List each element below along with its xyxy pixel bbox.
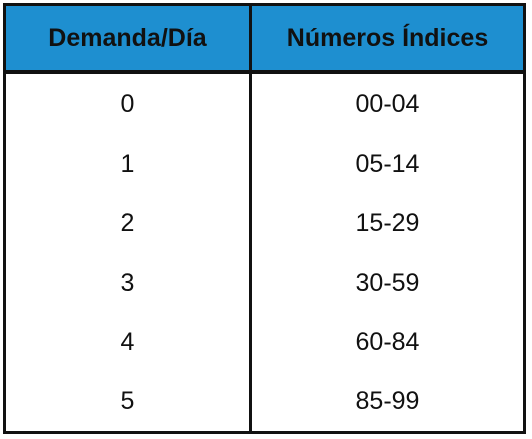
index-range-cell: 05-14 [355,150,420,179]
index-range-cell: 15-29 [355,209,420,238]
table-header: Demanda/Día Números Índices [6,6,523,74]
index-range-cell: 60-84 [355,327,420,356]
table-row: 1 05-14 [6,135,523,195]
header-index-numbers: Números Índices [250,6,523,74]
table-row: 3 30-59 [6,253,523,313]
demand-cell: 3 [6,253,252,313]
demand-cell: 0 [6,72,252,136]
header-demand-per-day: Demanda/Día [6,6,252,74]
index-range-cell: 00-04 [355,90,420,119]
index-range-cell: 30-59 [355,268,420,297]
table-row: 5 85-99 [6,371,523,431]
table-row: 0 00-04 [6,72,523,136]
table-row: 4 60-84 [6,312,523,372]
demand-cell: 4 [6,312,252,372]
demand-index-table: Demanda/Día Números Índices 0 00-04 1 05… [6,6,523,431]
demand-cell: 5 [6,371,252,431]
demand-table-container: Demanda/Día Números Índices 0 00-04 1 05… [3,3,526,434]
demand-cell: 2 [6,194,252,254]
index-range-cell: 85-99 [355,386,420,415]
table-body: 0 00-04 1 05-14 2 15-29 3 30-59 4 60-84 … [6,72,523,431]
table-row: 2 15-29 [6,194,523,254]
demand-cell: 1 [6,135,252,195]
header-row: Demanda/Día Números Índices [6,6,523,74]
